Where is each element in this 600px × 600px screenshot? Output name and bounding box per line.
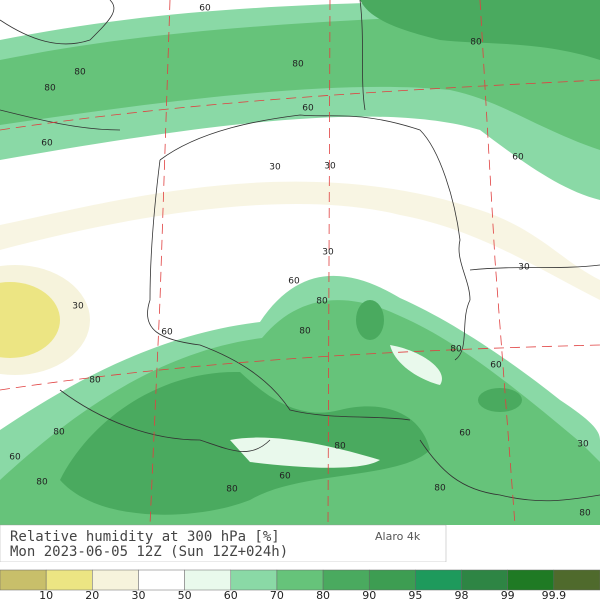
colorbar-label: 50	[178, 589, 192, 600]
color-swatch	[230, 569, 278, 591]
contour-label: 80	[470, 38, 482, 48]
contour-label: 60	[41, 139, 53, 149]
color-swatch	[92, 569, 139, 591]
contour-label: 80	[89, 376, 101, 386]
color-swatch	[322, 569, 370, 591]
contour-label: 60	[490, 361, 502, 371]
colorbar-label: 99.9	[542, 589, 567, 600]
colorbar-label: 10	[39, 589, 53, 600]
colorbar-label: 98	[455, 589, 469, 600]
contour-label: 80	[579, 509, 591, 519]
colorbar-label: 20	[85, 589, 99, 600]
contour-label: 60	[9, 453, 21, 463]
color-swatch	[276, 569, 324, 591]
moist-core	[356, 300, 384, 340]
contour-label: 80	[44, 84, 56, 94]
color-swatch	[507, 569, 555, 591]
contour-label: 60	[199, 4, 211, 14]
color-swatch	[0, 569, 47, 591]
drier-patch	[230, 437, 380, 468]
colorbar-label: 80	[316, 589, 330, 600]
contour-label: 80	[450, 345, 462, 355]
contour-label: 60	[459, 429, 471, 439]
color-swatch	[45, 569, 93, 591]
moist-band	[0, 10, 600, 150]
colorbar-label: 95	[408, 589, 422, 600]
contour-label: 80	[434, 484, 446, 494]
contour-label: 30	[269, 163, 281, 173]
color-swatch	[553, 569, 600, 591]
contour-label: 60	[288, 277, 300, 287]
drier-patch	[390, 345, 442, 385]
colorbar-label: 60	[224, 589, 238, 600]
contour-label: 30	[322, 248, 334, 258]
contour-label: 80	[74, 68, 86, 78]
title: Relative humidity at 300 hPa [%]	[10, 529, 280, 545]
colorbar: 10 20 30 50 60 70 80 90 95 98 99 99.9	[0, 562, 600, 600]
colorbar-label: 90	[362, 589, 376, 600]
contour-label: 60	[161, 328, 173, 338]
contour-label: 30	[577, 440, 589, 450]
contour-label: 60	[512, 153, 524, 163]
contour-label: 30	[324, 162, 336, 172]
moist-core	[360, 0, 600, 60]
colorbar-label: 30	[131, 589, 145, 600]
contour-label: 80	[36, 478, 48, 488]
contour-labels: 60 80 80 60 80 80 60 30 30 60 30 30 60 80 30 60 80 80 60 80…	[9, 4, 591, 519]
contour-label: 30	[518, 263, 530, 273]
color-swatch	[138, 569, 185, 591]
color-swatch	[184, 569, 232, 591]
contour-label: 80	[292, 60, 304, 70]
contour-label: 80	[299, 327, 311, 337]
contour-label: 80	[226, 485, 238, 495]
contour-label: 80	[316, 297, 328, 307]
subtitle: Mon 2023-06-05 12Z (Sun 12Z+024h)	[10, 544, 288, 560]
contour-label: 80	[334, 442, 346, 452]
color-swatch	[461, 569, 508, 591]
contour-label: 60	[279, 472, 291, 482]
colorbar-label: 70	[270, 589, 284, 600]
contour-label: 80	[53, 428, 65, 438]
model-name: Alaro 4k	[375, 530, 421, 543]
color-swatch	[415, 569, 462, 591]
borders	[0, 0, 600, 502]
graticule	[0, 0, 600, 526]
contour-label: 60	[302, 104, 314, 114]
color-swatch	[368, 569, 416, 591]
contour-label: 30	[72, 302, 84, 312]
legend-box	[0, 524, 447, 563]
dry-band	[0, 181, 600, 300]
colorbar-label: 99	[501, 589, 515, 600]
moist-core	[478, 388, 522, 412]
very-dry-area	[0, 282, 60, 358]
